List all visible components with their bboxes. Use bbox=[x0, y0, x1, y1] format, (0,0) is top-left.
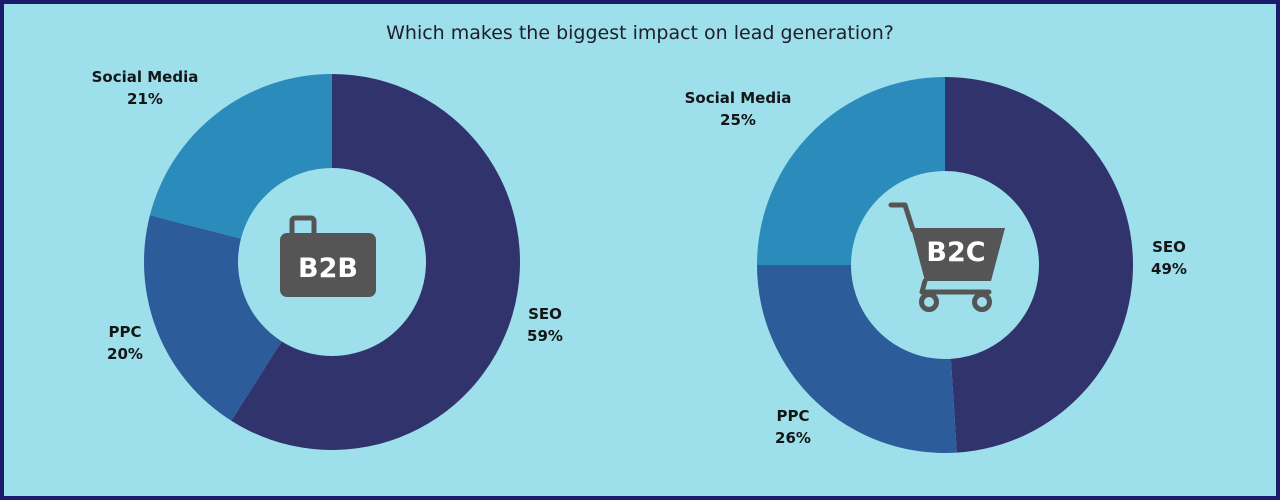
donut-slice-seo bbox=[945, 77, 1134, 453]
shopping-cart-icon bbox=[888, 202, 1005, 312]
briefcase-icon bbox=[280, 215, 376, 297]
donut-slice-ppc bbox=[757, 265, 957, 453]
slice-name: PPC bbox=[776, 407, 810, 425]
slice-label-b2b-seo: SEO 59% bbox=[460, 303, 630, 347]
donut-chart-b2b bbox=[144, 74, 521, 451]
slice-label-b2c-seo: SEO 49% bbox=[1084, 236, 1254, 280]
donut-slice-social-media bbox=[149, 74, 332, 239]
slice-value: 49% bbox=[1151, 260, 1187, 278]
slice-value: 25% bbox=[720, 111, 756, 129]
slice-value: 26% bbox=[775, 429, 811, 447]
slice-value: 59% bbox=[527, 327, 563, 345]
slice-label-b2b-ppc: PPC 20% bbox=[40, 321, 210, 365]
donut-charts: B2B B2C bbox=[144, 74, 1134, 453]
center-label-b2b: B2B bbox=[298, 253, 358, 284]
center-label-b2c: B2C bbox=[926, 237, 985, 268]
slice-name: PPC bbox=[108, 323, 142, 341]
slice-label-b2c-social-media: Social Media 25% bbox=[653, 87, 823, 131]
donut-chart-b2c bbox=[757, 77, 1134, 453]
slice-value: 20% bbox=[107, 345, 143, 363]
slice-name: Social Media bbox=[91, 68, 199, 86]
slice-name: SEO bbox=[528, 305, 562, 323]
slice-name: Social Media bbox=[684, 89, 792, 107]
slice-name: SEO bbox=[1152, 238, 1186, 256]
slice-label-b2b-social-media: Social Media 21% bbox=[60, 66, 230, 110]
donut-slice-ppc bbox=[144, 215, 282, 421]
donut-slice-social-media bbox=[757, 77, 945, 265]
chart-title: Which makes the biggest impact on lead g… bbox=[386, 22, 894, 44]
slice-value: 21% bbox=[127, 90, 163, 108]
slice-label-b2c-ppc: PPC 26% bbox=[708, 405, 878, 449]
donut-slice-seo bbox=[231, 74, 521, 451]
